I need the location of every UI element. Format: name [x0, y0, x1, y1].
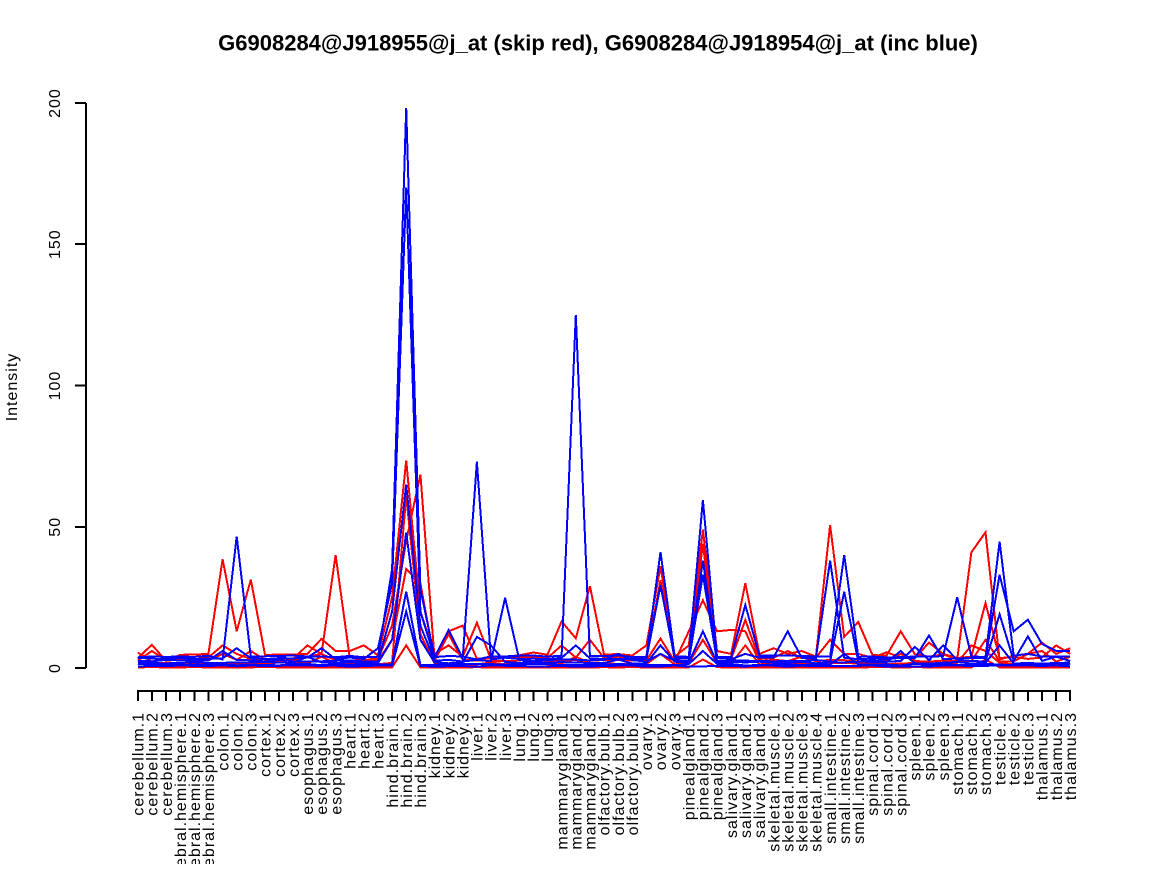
svg-text:cerebellum.1: cerebellum.1 [131, 712, 148, 816]
svg-text:small.intestine.1: small.intestine.1 [823, 712, 840, 844]
svg-text:cortex.2: cortex.2 [272, 712, 289, 777]
svg-text:lung.1: lung.1 [512, 712, 529, 762]
svg-text:liver.1: liver.1 [470, 712, 487, 761]
svg-text:colon.3: colon.3 [244, 712, 261, 771]
svg-text:heart.3: heart.3 [371, 712, 388, 769]
svg-text:spleen.1: spleen.1 [908, 712, 925, 781]
svg-text:esophagus.2: esophagus.2 [314, 712, 331, 815]
svg-text:heart.2: heart.2 [357, 712, 374, 769]
svg-text:spinal.cord.2: spinal.cord.2 [879, 712, 896, 816]
svg-text:50: 50 [47, 517, 64, 537]
svg-text:thalamus.3: thalamus.3 [1063, 712, 1080, 800]
svg-text:hind.brain.2: hind.brain.2 [399, 712, 416, 808]
svg-text:spleen.3: spleen.3 [936, 712, 953, 781]
svg-text:salivary.gland.1: salivary.gland.1 [724, 712, 741, 838]
svg-text:thalamus.2: thalamus.2 [1049, 712, 1066, 800]
svg-text:mammarygland.2: mammarygland.2 [569, 712, 586, 850]
svg-text:skeletal.muscle.4: skeletal.muscle.4 [809, 712, 826, 852]
svg-text:skeletal.muscle.1: skeletal.muscle.1 [766, 712, 783, 852]
svg-text:cortex.1: cortex.1 [258, 712, 275, 777]
svg-text:cerebellum.3: cerebellum.3 [159, 712, 176, 816]
svg-text:colon.1: colon.1 [215, 712, 232, 771]
svg-text:100: 100 [47, 371, 64, 401]
svg-text:stomach.1: stomach.1 [950, 712, 967, 795]
svg-text:liver.3: liver.3 [498, 712, 515, 761]
svg-text:mammarygland.1: mammarygland.1 [554, 712, 571, 850]
svg-text:colon.2: colon.2 [229, 712, 246, 771]
svg-text:cerebellum.2: cerebellum.2 [145, 712, 162, 816]
svg-text:esophagus.3: esophagus.3 [328, 712, 345, 815]
svg-text:hind.brain.1: hind.brain.1 [385, 712, 402, 808]
svg-text:ovary.1: ovary.1 [639, 712, 656, 770]
svg-text:ovary.2: ovary.2 [653, 712, 670, 770]
svg-text:G6908284@J918955@j_at (skip re: G6908284@J918955@j_at (skip red), G69082… [218, 31, 978, 56]
svg-text:cerebral.hemisphere.2: cerebral.hemisphere.2 [187, 712, 204, 864]
svg-text:salivary.gland.2: salivary.gland.2 [738, 712, 755, 838]
svg-text:testicle.3: testicle.3 [1021, 712, 1038, 785]
svg-text:pinealgland.1: pinealgland.1 [682, 712, 699, 820]
svg-text:small.intestine.3: small.intestine.3 [851, 712, 868, 844]
svg-text:cerebral.hemisphere.1: cerebral.hemisphere.1 [173, 712, 190, 864]
svg-text:kidney.3: kidney.3 [455, 712, 472, 778]
svg-text:Intensity: Intensity [4, 353, 21, 422]
svg-text:mammarygland.3: mammarygland.3 [583, 712, 600, 850]
svg-text:200: 200 [47, 88, 64, 118]
svg-text:kidney.1: kidney.1 [427, 712, 444, 778]
svg-text:cerebral.hemisphere.3: cerebral.hemisphere.3 [201, 712, 218, 864]
svg-text:stomach.2: stomach.2 [964, 712, 981, 795]
svg-text:liver.2: liver.2 [484, 712, 501, 761]
svg-text:stomach.3: stomach.3 [978, 712, 995, 795]
svg-text:lung.3: lung.3 [540, 712, 557, 762]
svg-text:esophagus.1: esophagus.1 [300, 712, 317, 815]
svg-text:small.intestine.2: small.intestine.2 [837, 712, 854, 844]
svg-text:salivary.gland.3: salivary.gland.3 [752, 712, 769, 838]
svg-text:kidney.2: kidney.2 [441, 712, 458, 778]
svg-text:thalamus.1: thalamus.1 [1035, 712, 1052, 800]
svg-text:ovary.3: ovary.3 [667, 712, 684, 770]
svg-text:cortex.3: cortex.3 [286, 712, 303, 777]
svg-text:olfactory.bulb.2: olfactory.bulb.2 [611, 712, 628, 835]
svg-text:testicle.2: testicle.2 [1006, 712, 1023, 785]
svg-text:testicle.1: testicle.1 [992, 712, 1009, 785]
svg-text:0: 0 [47, 663, 64, 673]
svg-text:spinal.cord.1: spinal.cord.1 [865, 712, 882, 816]
svg-text:skeletal.muscle.2: skeletal.muscle.2 [780, 712, 797, 852]
svg-text:olfactory.bulb.1: olfactory.bulb.1 [597, 712, 614, 835]
svg-text:heart.1: heart.1 [342, 712, 359, 769]
svg-text:lung.2: lung.2 [526, 712, 543, 762]
svg-text:hind.brain.3: hind.brain.3 [413, 712, 430, 808]
svg-text:150: 150 [47, 229, 64, 259]
svg-text:spinal.cord.3: spinal.cord.3 [893, 712, 910, 816]
svg-text:pinealgland.2: pinealgland.2 [696, 712, 713, 820]
svg-text:skeletal.muscle.3: skeletal.muscle.3 [795, 712, 812, 852]
svg-text:spleen.2: spleen.2 [922, 712, 939, 781]
svg-text:pinealgland.3: pinealgland.3 [710, 712, 727, 820]
svg-text:olfactory.bulb.3: olfactory.bulb.3 [625, 712, 642, 835]
